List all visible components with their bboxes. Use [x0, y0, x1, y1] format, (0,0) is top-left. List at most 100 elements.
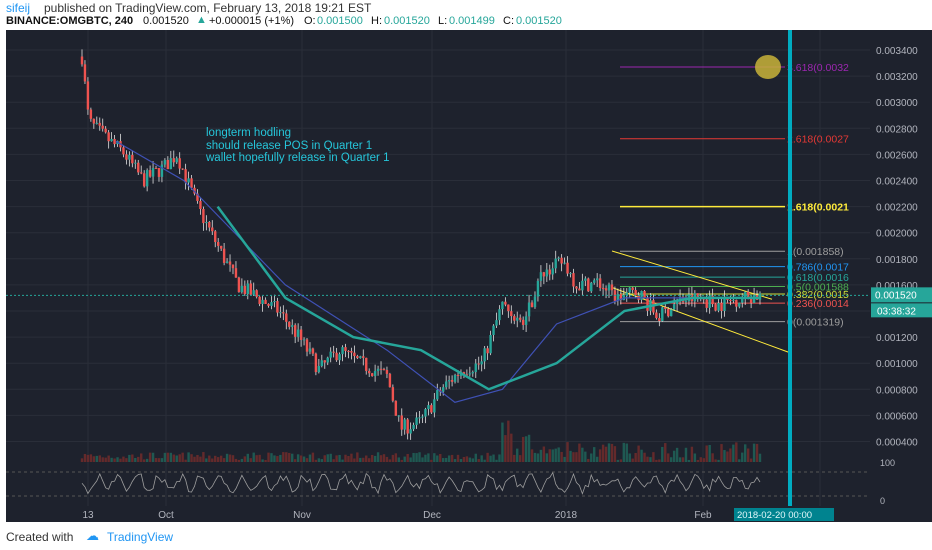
candle-body — [258, 296, 261, 304]
candle-body — [640, 291, 643, 300]
volume-bar — [187, 452, 190, 462]
candle-body — [658, 318, 661, 322]
candle-body — [492, 325, 495, 335]
candle-body — [299, 329, 303, 340]
annotation-line-3: wallet hopefully release in Quarter 1 — [206, 152, 390, 164]
volume-bar — [495, 459, 498, 462]
volume-bar — [598, 449, 602, 462]
y-tick-label: 0.000800 — [876, 385, 918, 396]
x-tick-label: 2018 — [555, 510, 578, 521]
oscillator-pane — [6, 462, 870, 506]
candle-body — [607, 284, 611, 291]
candle-body — [353, 352, 356, 357]
tradingview-brand[interactable]: TradingView — [107, 530, 174, 544]
volume-bar — [702, 458, 705, 462]
volume-bar — [527, 434, 531, 462]
volume-bar — [151, 452, 155, 462]
volume-bar — [637, 445, 640, 462]
oscillator-line — [81, 471, 761, 495]
volume-bar — [430, 459, 433, 462]
last-price: 0.001520 — [143, 15, 189, 27]
candle-body — [616, 293, 620, 301]
volume-bar — [450, 454, 454, 462]
candle-body — [433, 399, 436, 413]
volume-bar — [444, 457, 448, 462]
volume-bar — [711, 453, 714, 462]
candle-body — [575, 286, 578, 289]
volume-bar — [566, 442, 569, 462]
volume-bar — [252, 452, 255, 462]
candle-body — [595, 278, 599, 281]
volume-bar — [320, 459, 324, 462]
candle-body — [723, 297, 726, 311]
volume-bar — [471, 458, 475, 462]
candle-body — [539, 272, 543, 281]
volume-bar — [409, 457, 412, 462]
candle-body — [667, 308, 670, 317]
candle-body — [128, 154, 131, 160]
candle-body — [379, 368, 383, 370]
candle-body — [323, 360, 326, 363]
candle-body — [453, 374, 457, 382]
candle-body — [430, 405, 433, 413]
candle-body — [296, 329, 300, 337]
y-tick-label: 0.002800 — [876, 124, 918, 135]
volume-bar — [329, 453, 332, 462]
volume-bar — [593, 447, 596, 462]
candle-body — [646, 297, 649, 311]
published-note: published on TradingView.com, February 1… — [44, 1, 372, 15]
author-name[interactable]: sifeij — [6, 1, 31, 15]
volume-bar — [154, 458, 158, 462]
volume-bar — [681, 457, 685, 462]
candle-body — [178, 158, 181, 169]
countdown-badge-bg — [871, 303, 932, 318]
candle-body — [175, 158, 178, 163]
candle-body — [465, 374, 469, 376]
volume-bar — [276, 456, 279, 462]
volume-bar — [643, 452, 646, 462]
volume-bar — [433, 453, 436, 462]
price-chart[interactable]: 3.618(0.0032 2.618(0.0027 1.618(0.0021 1(0.… — [0, 30, 932, 522]
volume-bar — [504, 435, 507, 462]
volume-bar — [219, 455, 223, 462]
candle-body — [708, 295, 711, 308]
candle-body — [572, 273, 575, 287]
candle-body — [486, 348, 489, 354]
fib-level-label: 0.786(0.0017 — [787, 262, 849, 274]
volume-bar — [613, 446, 617, 462]
volume-bar — [326, 454, 329, 462]
volume-bar — [140, 453, 143, 462]
candle-body — [566, 262, 569, 274]
candle-body — [587, 278, 590, 292]
candle-body — [293, 325, 297, 337]
volume-bar — [634, 452, 637, 462]
fib-level-label: 0.618(0.0016 — [787, 272, 849, 284]
candle-body — [148, 170, 152, 177]
volume-bar — [610, 443, 614, 462]
candle-body — [261, 299, 264, 304]
volume-bar — [373, 455, 377, 462]
candle-body — [711, 295, 714, 305]
candle-body — [338, 354, 341, 361]
candle-body — [335, 352, 338, 361]
osc-tick-label: 0 — [880, 496, 885, 506]
date-badge: 2018-02-20 00:00 — [737, 510, 812, 521]
candle-body — [743, 291, 747, 299]
candle-body — [551, 268, 554, 275]
volume-bar — [575, 452, 578, 462]
candle-body — [332, 351, 335, 353]
osc-tick-label: 100 — [880, 458, 895, 468]
volume-bar — [231, 455, 235, 462]
candle-body — [311, 348, 315, 354]
y-tick-label: 0.003400 — [876, 46, 918, 57]
volume-bar — [107, 455, 110, 462]
high-value: 0.001520 — [384, 15, 430, 27]
volume-bar — [350, 453, 353, 462]
candle-body — [427, 405, 430, 410]
candle-body — [581, 280, 584, 291]
volume-bar — [225, 453, 229, 462]
volume-bar — [101, 457, 104, 462]
volume-bar — [533, 452, 537, 462]
candle-body — [252, 290, 255, 295]
candle-body — [193, 187, 196, 194]
